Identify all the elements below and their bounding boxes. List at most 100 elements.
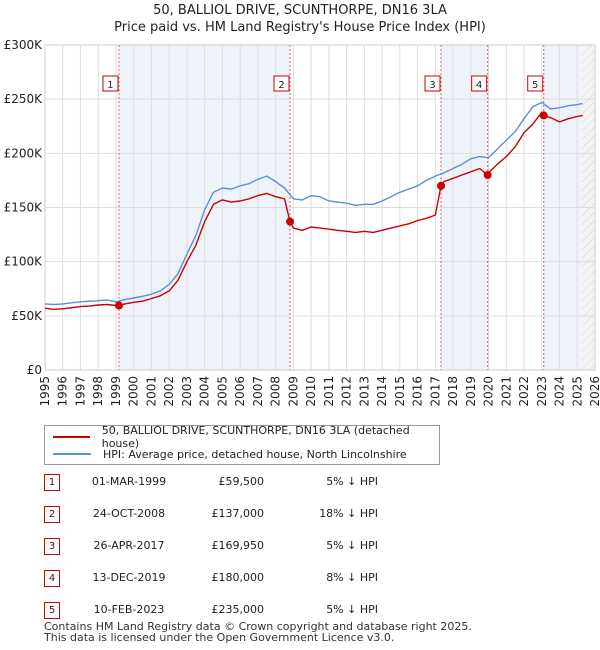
x-tick-label: 2015: [393, 376, 407, 407]
sale-label-number: 1: [107, 80, 113, 91]
footer: Contains HM Land Registry data © Crown c…: [44, 621, 472, 643]
sale-point: [539, 111, 548, 120]
plot-border: [44, 44, 596, 371]
x-tick-label: 2019: [464, 376, 478, 407]
sale-number-badge: 4: [44, 570, 60, 587]
sale-row: 5 10-FEB-2023 £235,000 5% ↓ HPI: [44, 601, 464, 621]
sale-label-box: [471, 75, 488, 92]
x-tick-label: 2006: [233, 376, 247, 407]
sale-price: £169,950: [211, 539, 265, 552]
x-tick-label: 2010: [304, 376, 318, 407]
legend-item-hpi: HPI: Average price, detached house, Nort…: [53, 446, 407, 462]
sale-hpi-diff: 5% ↓ HPI: [326, 539, 378, 552]
x-tick-label: 1995: [38, 376, 52, 407]
x-tick-label: 1998: [91, 376, 105, 407]
x-tick-label: 1996: [56, 376, 70, 407]
sale-price: £180,000: [211, 571, 265, 584]
sale-number-badge: 2: [44, 506, 60, 523]
sale-point: [483, 171, 492, 179]
x-tick-label: 2007: [251, 376, 265, 407]
y-axis-ticks: £0 £50K £100K £150K £200K £250K £300K: [4, 38, 44, 377]
sale-label-number: 5: [532, 80, 538, 91]
x-tick-label: 2016: [411, 376, 425, 407]
sale-hpi-diff: 5% ↓ HPI: [326, 603, 378, 616]
y-tick-label: £200K: [4, 146, 44, 160]
x-tick-label: 2005: [215, 376, 229, 407]
footer-copyright: Contains HM Land Registry data © Crown c…: [44, 620, 472, 633]
x-tick-label: 2012: [340, 376, 354, 407]
legend-swatch-property: [53, 436, 90, 438]
sale-hpi-diff: 18% ↓ HPI: [319, 507, 378, 520]
x-tick-label: 2022: [517, 376, 531, 407]
x-tick-label: 2021: [499, 376, 513, 407]
series-line-property: [44, 111, 583, 310]
sale-point: [286, 217, 295, 226]
sale-date: 10-FEB-2023: [93, 603, 165, 616]
chart-subtitle: Price paid vs. HM Land Registry's House …: [114, 20, 486, 35]
sale-row: 2 24-OCT-2008 £137,000 18% ↓ HPI: [44, 505, 464, 525]
y-tick-label: £250K: [4, 92, 44, 106]
sale-row: 3 26-APR-2017 £169,950 5% ↓ HPI: [44, 537, 464, 557]
x-axis-ticks: 1995 1996 1997 1998 1999 2000 2001 2002 2003 2004…: [38, 376, 600, 407]
y-tick-label: £300K: [4, 38, 44, 52]
y-tick-label: £100K: [4, 255, 44, 269]
y-tick-label: £50K: [11, 309, 43, 323]
grid-lines: [44, 44, 596, 371]
series-line-hpi: [44, 101, 583, 306]
chart-title: 50, BALLIOL DRIVE, SCUNTHORPE, DN16 3LA: [153, 3, 447, 18]
sale-price: £235,000: [211, 603, 265, 616]
legend-item-property: 50, BALLIOL DRIVE, SCUNTHORPE, DN16 3LA …: [53, 424, 439, 450]
sale-price: £59,500: [218, 475, 265, 488]
legend-swatch-hpi: [53, 453, 91, 455]
x-tick-label: 2009: [286, 376, 300, 407]
x-tick-label: 2002: [162, 376, 176, 407]
legend-label-property: 50, BALLIOL DRIVE, SCUNTHORPE, DN16 3LA …: [101, 424, 410, 450]
sale-points: [114, 111, 548, 310]
x-tick-label: 2018: [446, 376, 460, 407]
x-tick-label: 2000: [127, 376, 141, 407]
sale-row: 1 01-MAR-1999 £59,500 5% ↓ HPI: [44, 473, 464, 493]
footer-licence: This data is licensed under the Open Gov…: [44, 631, 395, 644]
sale-label-number: 2: [278, 80, 284, 91]
sale-date: 24-OCT-2008: [92, 507, 166, 520]
x-tick-label: 2017: [428, 376, 442, 407]
sale-number-badge: 1: [44, 474, 60, 491]
sale-label-number: 3: [429, 80, 435, 91]
x-tick-label: 2008: [269, 376, 283, 407]
x-tick-label: 2001: [144, 376, 158, 407]
sale-date: 26-APR-2017: [93, 539, 165, 552]
sale-date: 13-DEC-2019: [92, 571, 166, 584]
sale-row: 4 13-DEC-2019 £180,000 8% ↓ HPI: [44, 569, 464, 589]
price-chart: 1 2 3 4 5 £0 £50K £100K £150K £200K £250K £300K 19…: [4, 38, 600, 407]
x-tick-label: 2011: [322, 376, 336, 407]
chart-title-block: 50, BALLIOL DRIVE, SCUNTHORPE, DN16 3LA …: [0, 2, 600, 36]
sale-point: [437, 181, 445, 190]
x-tick-label: 2003: [180, 376, 194, 407]
sale-label-box: [273, 75, 290, 92]
sale-label-box: [102, 75, 119, 92]
y-tick-label: £0: [27, 363, 42, 377]
x-tick-label: 2026: [588, 376, 600, 407]
series-lines: [44, 101, 583, 310]
sale-label-box: [527, 75, 544, 92]
x-tick-label: 2025: [570, 376, 584, 407]
sale-price: £137,000: [211, 507, 265, 520]
sale-number-badge: 5: [44, 602, 60, 619]
y-tick-label: £150K: [4, 201, 44, 215]
x-tick-label: 2013: [357, 376, 371, 407]
sale-hpi-diff: 5% ↓ HPI: [326, 475, 378, 488]
x-tick-label: 1997: [73, 376, 87, 407]
x-tick-label: 1999: [109, 376, 123, 407]
x-tick-label: 2023: [535, 376, 549, 407]
sale-labels: 1 2 3 4 5: [102, 75, 544, 92]
legend-label-hpi: HPI: Average price, detached house, Nort…: [103, 447, 407, 461]
legend: 50, BALLIOL DRIVE, SCUNTHORPE, DN16 3LA …: [44, 424, 440, 465]
sale-label-number: 4: [476, 80, 482, 91]
sale-date: 01-MAR-1999: [91, 475, 167, 488]
x-tick-label: 2024: [553, 376, 567, 407]
x-tick-label: 2020: [482, 376, 496, 407]
sale-label-box: [424, 75, 441, 92]
x-tick-label: 2004: [198, 376, 212, 407]
sale-number-badge: 3: [44, 538, 60, 555]
sale-point: [114, 301, 123, 310]
